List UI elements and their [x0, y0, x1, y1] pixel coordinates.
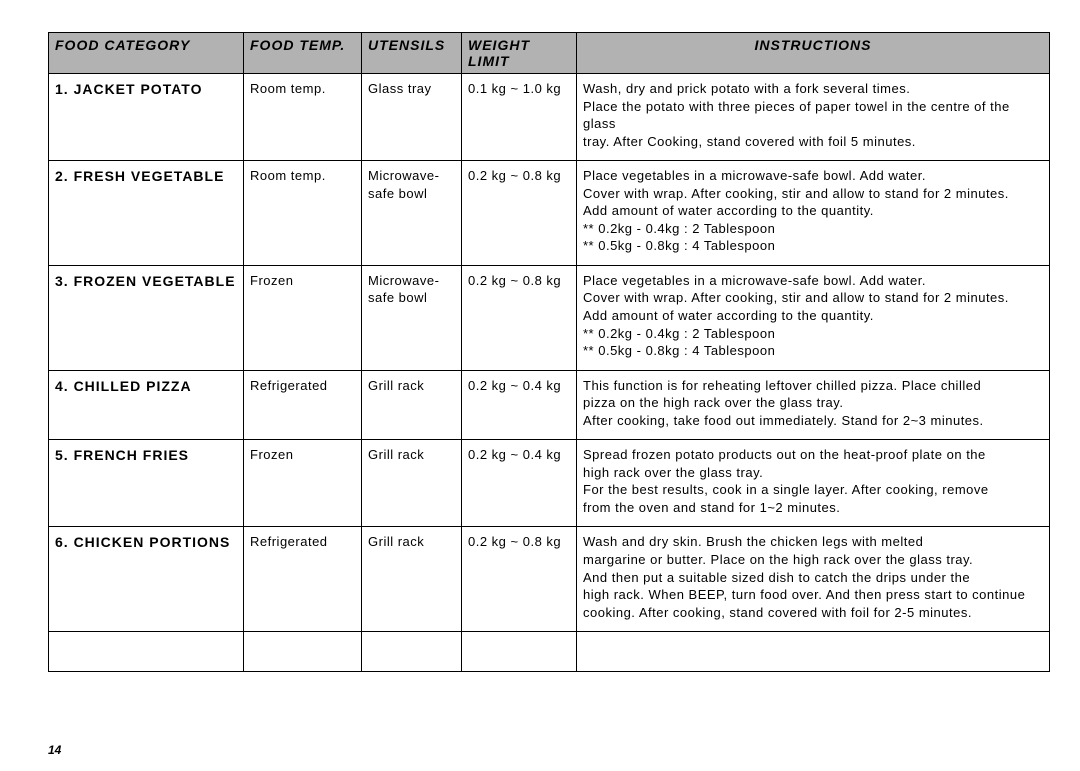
utensils-cell: Glass tray	[362, 74, 462, 161]
header-food-category: FOOD CATEGORY	[49, 33, 244, 74]
instruction-line: Wash, dry and prick potato with a fork s…	[583, 80, 1043, 98]
instruction-line: high rack over the glass tray.	[583, 464, 1043, 482]
food-temp-cell: Frozen	[244, 265, 362, 370]
table-row: 5. FRENCH FRIESFrozenGrill rack0.2 kg ~ …	[49, 440, 1050, 527]
food-temp-cell: Room temp.	[244, 161, 362, 266]
weight-cell: 0.2 kg ~ 0.8 kg	[462, 527, 577, 632]
header-instructions: INSTRUCTIONS	[577, 33, 1050, 74]
instructions-cell: This function is for reheating leftover …	[577, 370, 1050, 440]
instruction-line: ** 0.5kg - 0.8kg : 4 Tablespoon	[583, 237, 1043, 255]
instruction-line: Place vegetables in a microwave-safe bow…	[583, 272, 1043, 290]
weight-cell: 0.2 kg ~ 0.8 kg	[462, 161, 577, 266]
food-temp-cell: Room temp.	[244, 74, 362, 161]
instruction-line: Spread frozen potato products out on the…	[583, 446, 1043, 464]
instruction-line: Cover with wrap. After cooking, stir and…	[583, 185, 1043, 203]
instructions-cell: Wash, dry and prick potato with a fork s…	[577, 74, 1050, 161]
weight-cell: 0.1 kg ~ 1.0 kg	[462, 74, 577, 161]
empty-row	[49, 632, 1050, 672]
instruction-line: margarine or butter. Place on the high r…	[583, 551, 1043, 569]
instruction-line: cooking. After cooking, stand covered wi…	[583, 604, 1043, 622]
food-category-cell: 2. FRESH VEGETABLE	[49, 161, 244, 266]
instructions-cell: Spread frozen potato products out on the…	[577, 440, 1050, 527]
instructions-cell: Place vegetables in a microwave-safe bow…	[577, 265, 1050, 370]
instruction-line: pizza on the high rack over the glass tr…	[583, 394, 1043, 412]
utensils-cell: Grill rack	[362, 440, 462, 527]
table-row: 3. FROZEN VEGETABLEFrozenMicrowave-safe …	[49, 265, 1050, 370]
utensils-cell: Grill rack	[362, 370, 462, 440]
instruction-line: Add amount of water according to the qua…	[583, 307, 1043, 325]
header-utensils: UTENSILS	[362, 33, 462, 74]
instruction-line: Add amount of water according to the qua…	[583, 202, 1043, 220]
food-category-cell: 3. FROZEN VEGETABLE	[49, 265, 244, 370]
table-row: 4. CHILLED PIZZARefrigeratedGrill rack0.…	[49, 370, 1050, 440]
instruction-line: For the best results, cook in a single l…	[583, 481, 1043, 499]
header-food-temp: FOOD TEMP.	[244, 33, 362, 74]
empty-cell	[244, 632, 362, 672]
table-row: 6. CHICKEN PORTIONSRefrigeratedGrill rac…	[49, 527, 1050, 632]
utensils-cell: Microwave-safe bowl	[362, 161, 462, 266]
instruction-line: Place vegetables in a microwave-safe bow…	[583, 167, 1043, 185]
food-temp-cell: Refrigerated	[244, 527, 362, 632]
empty-cell	[49, 632, 244, 672]
empty-cell	[462, 632, 577, 672]
table-header-row: FOOD CATEGORY FOOD TEMP. UTENSILS WEIGHT…	[49, 33, 1050, 74]
instruction-line: from the oven and stand for 1~2 minutes.	[583, 499, 1043, 517]
food-temp-cell: Refrigerated	[244, 370, 362, 440]
empty-cell	[577, 632, 1050, 672]
weight-cell: 0.2 kg ~ 0.4 kg	[462, 370, 577, 440]
food-category-cell: 1. JACKET POTATO	[49, 74, 244, 161]
empty-cell	[362, 632, 462, 672]
table-row: 1. JACKET POTATORoom temp.Glass tray0.1 …	[49, 74, 1050, 161]
instructions-cell: Wash and dry skin. Brush the chicken leg…	[577, 527, 1050, 632]
utensils-cell: Microwave-safe bowl	[362, 265, 462, 370]
food-category-cell: 6. CHICKEN PORTIONS	[49, 527, 244, 632]
instruction-line: ** 0.2kg - 0.4kg : 2 Tablespoon	[583, 325, 1043, 343]
instruction-line: After cooking, take food out immediately…	[583, 412, 1043, 430]
table-row: 2. FRESH VEGETABLERoom temp.Microwave-sa…	[49, 161, 1050, 266]
page-number: 14	[48, 743, 61, 757]
instruction-line: tray. After Cooking, stand covered with …	[583, 133, 1043, 151]
header-weight-limit: WEIGHT LIMIT	[462, 33, 577, 74]
instruction-line: Cover with wrap. After cooking, stir and…	[583, 289, 1043, 307]
instruction-line: And then put a suitable sized dish to ca…	[583, 569, 1043, 587]
weight-cell: 0.2 kg ~ 0.4 kg	[462, 440, 577, 527]
instruction-line: Place the potato with three pieces of pa…	[583, 98, 1043, 133]
instruction-line: This function is for reheating leftover …	[583, 377, 1043, 395]
food-category-cell: 4. CHILLED PIZZA	[49, 370, 244, 440]
instructions-cell: Place vegetables in a microwave-safe bow…	[577, 161, 1050, 266]
instruction-line: high rack. When BEEP, turn food over. An…	[583, 586, 1043, 604]
food-category-cell: 5. FRENCH FRIES	[49, 440, 244, 527]
food-temp-cell: Frozen	[244, 440, 362, 527]
instruction-line: Wash and dry skin. Brush the chicken leg…	[583, 533, 1043, 551]
instruction-line: ** 0.2kg - 0.4kg : 2 Tablespoon	[583, 220, 1043, 238]
weight-cell: 0.2 kg ~ 0.8 kg	[462, 265, 577, 370]
utensils-cell: Grill rack	[362, 527, 462, 632]
cooking-guide-table: FOOD CATEGORY FOOD TEMP. UTENSILS WEIGHT…	[48, 32, 1050, 672]
instruction-line: ** 0.5kg - 0.8kg : 4 Tablespoon	[583, 342, 1043, 360]
